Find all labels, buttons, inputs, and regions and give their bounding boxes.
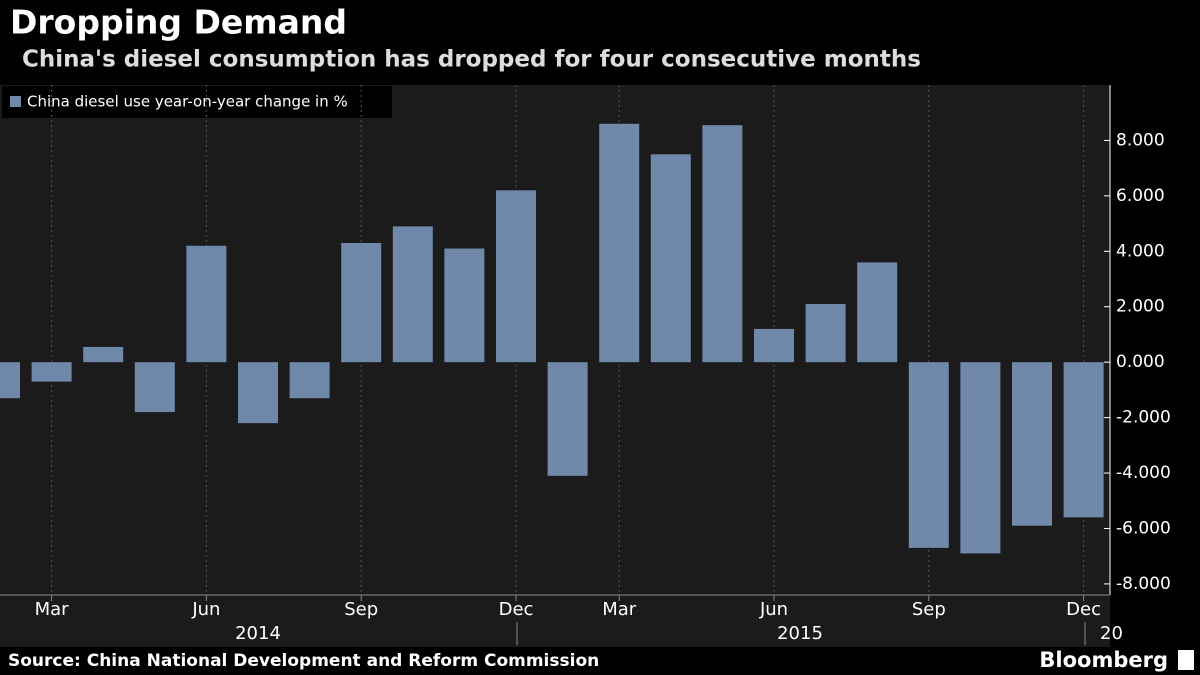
bar (754, 328, 794, 363)
x-tick-label: Dec (1066, 599, 1101, 620)
y-tick-label: 6.000 (1116, 186, 1165, 206)
bar (960, 362, 1001, 554)
x-tick-label: Jun (191, 599, 220, 620)
x-axis-area (0, 595, 1110, 647)
bar (83, 346, 124, 363)
y-tick-label: -8.000 (1116, 574, 1171, 594)
chart-title: Dropping Demand (10, 3, 347, 42)
y-tick-label: 4.000 (1116, 241, 1165, 261)
year-label: 20 (1100, 623, 1123, 644)
y-tick-label: 2.000 (1116, 297, 1165, 317)
x-tick-label: Dec (499, 599, 534, 620)
x-tick-label: Sep (344, 599, 378, 620)
bar (1012, 362, 1052, 526)
bar (1063, 362, 1104, 518)
bar (134, 362, 175, 413)
bar (547, 362, 588, 476)
bar (496, 190, 536, 363)
legend-label: China diesel use year-on-year change in … (27, 93, 348, 111)
x-tick-label: Mar (602, 599, 637, 620)
brand-icon (1178, 650, 1194, 670)
legend-box (2, 86, 392, 118)
source: Source: China National Development and R… (8, 651, 599, 671)
x-tick-label: Jun (759, 599, 788, 620)
bar (0, 362, 20, 399)
y-tick-label: -4.000 (1116, 463, 1171, 483)
bar (599, 123, 640, 363)
bar (702, 125, 743, 363)
bar (31, 362, 72, 382)
bar (908, 362, 949, 548)
year-label: 2014 (235, 623, 281, 644)
y-tick-label: -2.000 (1116, 408, 1171, 428)
bar (444, 248, 485, 363)
bar (341, 242, 382, 363)
y-tick-label: 0.000 (1116, 352, 1165, 372)
bar (650, 154, 691, 363)
bar (238, 362, 278, 424)
bar (805, 303, 846, 363)
bar (392, 226, 433, 363)
bar (289, 362, 330, 399)
chart-subtitle: China's diesel consumption has dropped f… (22, 47, 921, 73)
legend-swatch (10, 96, 21, 107)
y-tick-label: 8.000 (1116, 130, 1165, 150)
y-tick-label: -6.000 (1116, 518, 1171, 538)
year-label: 2015 (777, 623, 823, 644)
x-tick-label: Sep (912, 599, 946, 620)
bar (857, 262, 898, 363)
bar (186, 245, 227, 363)
brand: Bloomberg (1039, 648, 1168, 672)
x-tick-label: Mar (35, 599, 70, 620)
